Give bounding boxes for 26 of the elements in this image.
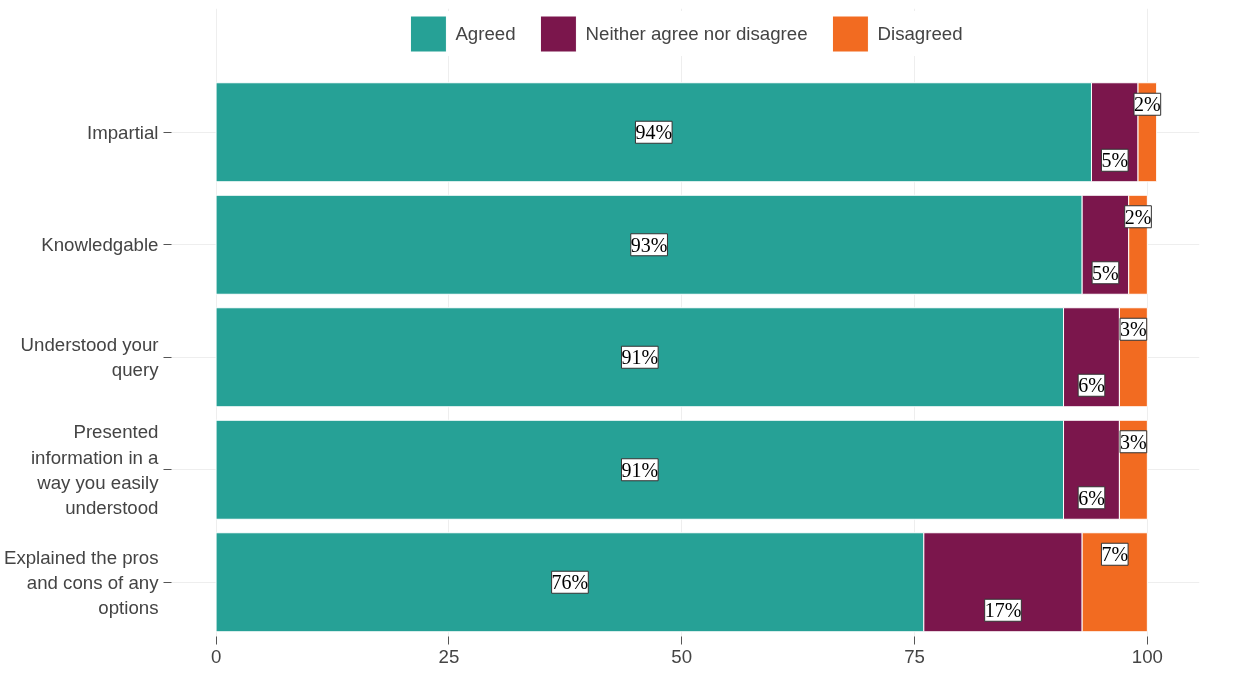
data-label: 93%	[630, 233, 668, 256]
legend-label: Disagreed	[877, 21, 963, 46]
data-label: 76%	[551, 571, 589, 594]
data-label: 94%	[635, 121, 673, 144]
data-label: 17%	[984, 599, 1022, 622]
data-label: 3%	[1120, 430, 1147, 453]
x-tick-label: 100	[1131, 645, 1163, 667]
data-label: 5%	[1092, 261, 1119, 284]
y-tick-label: Explained the pros and cons of any options	[3, 546, 160, 618]
data-label: 91%	[621, 458, 659, 481]
y-tick-label: Impartial	[86, 121, 159, 143]
data-label: 3%	[1120, 318, 1147, 341]
y-tick-label: Knowledgable	[41, 234, 159, 256]
x-tick-label: 50	[671, 645, 693, 667]
x-tick-label: 25	[438, 645, 460, 667]
legend-label: Agreed	[455, 21, 516, 46]
y-tick-label: Understood your query	[20, 334, 160, 381]
legend-label: Neither agree nor disagree	[585, 21, 808, 46]
data-label: 91%	[621, 346, 659, 369]
y-tick-label: Presented information in a way you easily understood	[30, 421, 160, 519]
data-label: 2%	[1124, 205, 1152, 228]
data-label: 5%	[1101, 149, 1129, 172]
data-label: 7%	[1101, 543, 1129, 566]
data-label: 2%	[1134, 93, 1161, 116]
x-tick-label: 75	[904, 645, 925, 667]
x-tick-label: 0	[210, 645, 222, 667]
